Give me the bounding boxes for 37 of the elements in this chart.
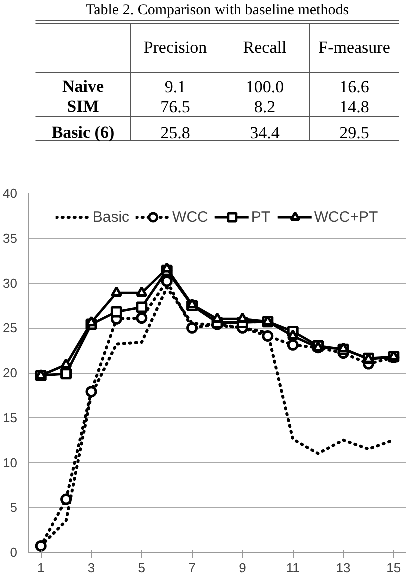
y-tick-label: 5 [10, 500, 18, 516]
data-label: 9.1 [164, 78, 186, 96]
data-label: 14.8 [340, 98, 370, 116]
legend-label: WCC [172, 208, 208, 226]
x-tick-label: 11 [286, 560, 300, 576]
y-tick-label: 0 [10, 545, 18, 560]
data-label: 16.6 [340, 78, 370, 96]
data-label: 25.8 [160, 124, 190, 142]
x-tick-label: 1 [37, 560, 45, 576]
y-tick-label: 30 [3, 276, 18, 291]
legend-label: Basic [92, 208, 130, 226]
y-tick-label: 15 [3, 410, 18, 426]
x-tick-label: 5 [138, 560, 146, 576]
y-tick-label: SIM [67, 97, 100, 116]
x-tick-label: F-measure [318, 38, 390, 57]
x-tick-label: Precision [144, 38, 208, 57]
legend-label: PT [251, 208, 272, 226]
y-tick-label: 40 [3, 186, 18, 201]
data-label: 8.2 [254, 98, 276, 116]
y-tick-label: 10 [3, 455, 18, 470]
x-tick-label: Recall [243, 38, 287, 57]
y-tick-label: 35 [3, 230, 18, 246]
x-tick-label: 7 [188, 560, 196, 576]
y-tick-label: 20 [3, 366, 18, 380]
data-label: 29.5 [340, 124, 370, 142]
legend-label: WCC+PT [314, 208, 378, 226]
x-tick-label: 9 [239, 560, 246, 576]
y-tick-label: Basic (6) [52, 123, 115, 142]
data-label: 34.4 [250, 124, 280, 142]
x-tick-label: 13 [336, 560, 351, 576]
data-label: 100.0 [246, 78, 284, 96]
data-label: 76.5 [160, 98, 190, 116]
x-tick-label: 3 [88, 560, 96, 576]
y-tick-label: 25 [3, 320, 18, 336]
chart-title: Table 2. Comparison with baseline methods [86, 2, 350, 18]
y-tick-label: Naive [62, 77, 104, 96]
x-tick-label: 15 [386, 560, 402, 576]
